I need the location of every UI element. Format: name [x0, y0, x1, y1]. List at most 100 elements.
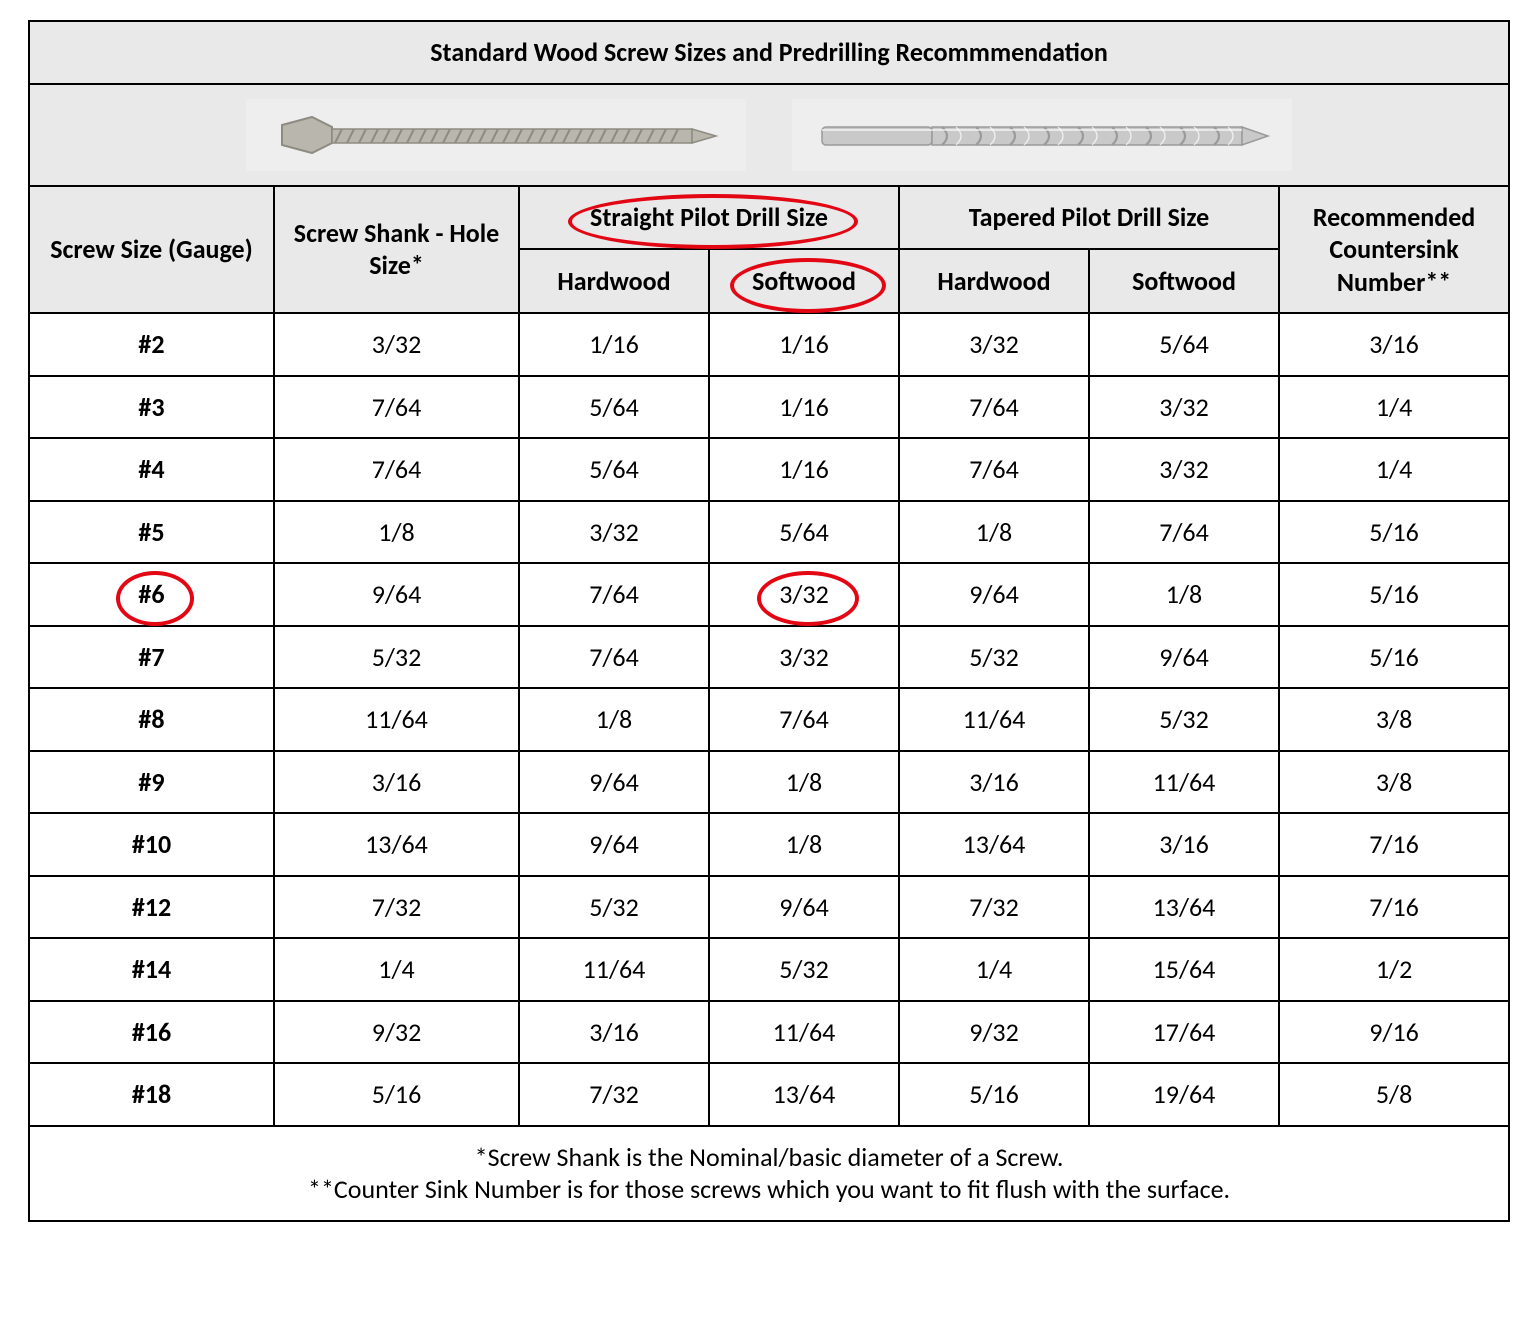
cell-text: 17/64 [1153, 1016, 1216, 1048]
cell-inner: 7/64 [366, 453, 428, 486]
cell-inner: 1/8 [1160, 578, 1208, 611]
col-straight-softwood: Softwood [709, 249, 899, 313]
cell-text: 1/8 [596, 703, 632, 735]
cell-screw-size: #14 [29, 938, 274, 1001]
cell-text: 7/64 [969, 391, 1019, 423]
cell-shank-size: 5/32 [274, 626, 519, 689]
cell-tapered-softwood: 1/8 [1089, 563, 1279, 626]
col-tapered-hardwood: Hardwood [899, 249, 1089, 313]
screw-table: Standard Wood Screw Sizes and Predrillin… [28, 20, 1510, 1222]
cell-inner: 5/32 [366, 641, 428, 674]
footnotes-cell: *Screw Shank is the Nominal/basic diamet… [29, 1126, 1509, 1221]
cell-inner: 13/64 [957, 828, 1032, 861]
col-straight: Straight Pilot Drill Size [519, 186, 899, 250]
cell-text: 7/64 [589, 578, 639, 610]
cell-tapered-softwood: 9/64 [1089, 626, 1279, 689]
cell-straight-softwood: 9/64 [709, 876, 899, 939]
cell-text: 7/64 [589, 641, 639, 673]
title-text: Standard Wood Screw Sizes and Predrillin… [430, 36, 1108, 68]
cell-shank-size: 9/32 [274, 1001, 519, 1064]
cell-straight-hardwood: 3/32 [519, 501, 709, 564]
cell-text: 3/8 [1376, 703, 1412, 735]
cell-inner: 7/16 [1363, 828, 1425, 861]
cell-inner: 9/64 [583, 828, 645, 861]
cell-inner: 3/16 [366, 766, 428, 799]
cell-inner: 11/64 [767, 1016, 842, 1049]
cell-tapered-hardwood: 3/16 [899, 751, 1089, 814]
cell-text: 7/32 [969, 891, 1019, 923]
cell-tapered-hardwood: 7/64 [899, 438, 1089, 501]
cell-tapered-hardwood: 1/4 [899, 938, 1089, 1001]
cell-tapered-softwood: 3/32 [1089, 376, 1279, 439]
cell-straight-softwood: 1/16 [709, 376, 899, 439]
cell-inner: 3/8 [1370, 703, 1418, 736]
cell-tapered-hardwood: 9/32 [899, 1001, 1089, 1064]
table-row: #169/323/1611/649/3217/649/16 [29, 1001, 1509, 1064]
cell-text: 1/2 [1376, 953, 1412, 985]
cell-screw-size: #3 [29, 376, 274, 439]
cell-inner: 3/32 [773, 578, 835, 611]
col-tapered: Tapered Pilot Drill Size [899, 186, 1279, 250]
cell-text: 3/32 [779, 641, 829, 673]
cell-straight-hardwood: 1/16 [519, 313, 709, 376]
cell-inner: 1/8 [780, 766, 828, 799]
cell-text: #6 [138, 578, 164, 610]
cell-text: 7/32 [589, 1078, 639, 1110]
cell-inner: 1/16 [773, 453, 835, 486]
cell-inner: 9/64 [583, 766, 645, 799]
cell-straight-softwood: 7/64 [709, 688, 899, 751]
cell-text: 1/16 [779, 328, 829, 360]
cell-inner: #7 [132, 641, 170, 674]
cell-inner: 5/16 [1363, 641, 1425, 674]
cell-text: #8 [138, 703, 164, 735]
cell-inner: #2 [132, 328, 170, 361]
cell-shank-size: 13/64 [274, 813, 519, 876]
col-screw-size-label: Screw Size (Gauge) [50, 233, 253, 265]
cell-inner: 9/64 [366, 578, 428, 611]
cell-inner: 9/64 [773, 891, 835, 924]
col-straight-inner: Straight Pilot Drill Size [584, 201, 834, 234]
cell-inner: 3/32 [1153, 391, 1215, 424]
cell-inner: 5/64 [773, 516, 835, 549]
cell-text: 5/32 [1159, 703, 1209, 735]
cell-inner: #4 [132, 453, 170, 486]
cell-shank-size: 7/64 [274, 376, 519, 439]
drill-illustration [792, 99, 1292, 171]
cell-straight-softwood: 1/16 [709, 313, 899, 376]
cell-text: 5/32 [589, 891, 639, 923]
cell-tapered-softwood: 5/32 [1089, 688, 1279, 751]
cell-text: 11/64 [773, 1016, 836, 1048]
cell-inner: #12 [126, 891, 177, 924]
cell-tapered-hardwood: 5/32 [899, 626, 1089, 689]
cell-inner: 7/64 [583, 641, 645, 674]
cell-tapered-hardwood: 7/64 [899, 376, 1089, 439]
cell-text: 15/64 [1153, 953, 1216, 985]
cell-inner: 3/16 [963, 766, 1025, 799]
cell-inner: 3/16 [583, 1016, 645, 1049]
cell-text: #16 [132, 1016, 171, 1048]
table-row: #93/169/641/83/1611/643/8 [29, 751, 1509, 814]
cell-inner: 13/64 [1147, 891, 1222, 924]
cell-text: 5/64 [589, 391, 639, 423]
cell-text: 7/32 [372, 891, 422, 923]
cell-text: 3/32 [589, 516, 639, 548]
cell-shank-size: 5/16 [274, 1063, 519, 1126]
cell-inner: #3 [132, 391, 170, 424]
cell-inner: 3/32 [773, 641, 835, 674]
cell-straight-softwood: 3/32 [709, 563, 899, 626]
col-straight-softwood-label: Softwood [752, 265, 856, 297]
cell-inner: 5/16 [963, 1078, 1025, 1111]
cell-text: 1/8 [786, 766, 822, 798]
cell-text: 3/8 [1376, 766, 1412, 798]
cell-inner: 7/64 [366, 391, 428, 424]
cell-text: 3/32 [969, 328, 1019, 360]
cell-straight-softwood: 1/16 [709, 438, 899, 501]
col-tapered-softwood: Softwood [1089, 249, 1279, 313]
cell-countersink: 3/16 [1279, 313, 1509, 376]
cell-text: 1/16 [589, 328, 639, 360]
cell-inner: 9/32 [366, 1016, 428, 1049]
cell-inner: 1/4 [1370, 391, 1418, 424]
col-screw-size: Screw Size (Gauge) [29, 186, 274, 314]
cell-text: 11/64 [963, 703, 1026, 735]
cell-inner: 7/64 [963, 453, 1025, 486]
